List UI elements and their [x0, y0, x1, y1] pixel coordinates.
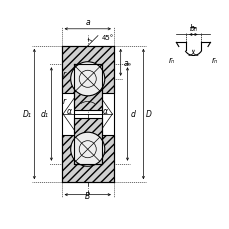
Circle shape	[70, 133, 104, 166]
Text: aₙ: aₙ	[123, 59, 131, 68]
Polygon shape	[73, 119, 101, 164]
Text: D₁: D₁	[22, 110, 31, 119]
Text: D: D	[145, 110, 151, 119]
Text: $\alpha$: $\alpha$	[102, 107, 109, 116]
Text: d₁: d₁	[40, 110, 48, 119]
Circle shape	[70, 63, 104, 96]
Text: $\alpha$: $\alpha$	[66, 107, 73, 116]
Text: bₙ: bₙ	[189, 23, 196, 32]
Text: r: r	[63, 96, 65, 105]
Text: rₙ: rₙ	[168, 56, 174, 65]
Text: a: a	[85, 18, 90, 27]
Polygon shape	[61, 47, 113, 94]
Polygon shape	[61, 135, 113, 182]
Polygon shape	[73, 65, 101, 110]
Text: r: r	[63, 69, 65, 78]
Text: rₙ: rₙ	[211, 56, 217, 65]
Text: d: d	[130, 110, 134, 119]
Text: B: B	[85, 191, 90, 200]
Text: 45°: 45°	[101, 35, 113, 41]
